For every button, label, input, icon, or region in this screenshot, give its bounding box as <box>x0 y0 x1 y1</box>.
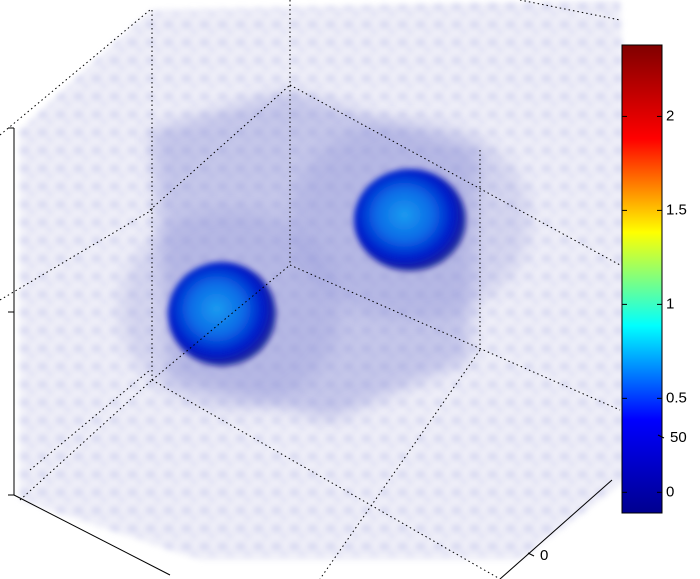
volume <box>20 0 640 560</box>
colorbar-tick-label: 1.5 <box>666 201 687 218</box>
blob <box>354 169 466 271</box>
chart: 0 0.5 1 1.5 2 0 50 <box>0 0 700 579</box>
axis-tick <box>528 553 534 556</box>
colorbar-tick-label: 0.5 <box>666 389 687 406</box>
colorbar-tick-label: 1 <box>666 295 674 312</box>
colorbar <box>622 45 662 513</box>
colorbar-tick-label: 2 <box>666 107 674 124</box>
y-tick-label: 50 <box>670 429 687 446</box>
y-tick-label: 0 <box>540 547 548 564</box>
colorbar-tick-label: 0 <box>666 483 674 500</box>
blob <box>168 262 276 366</box>
